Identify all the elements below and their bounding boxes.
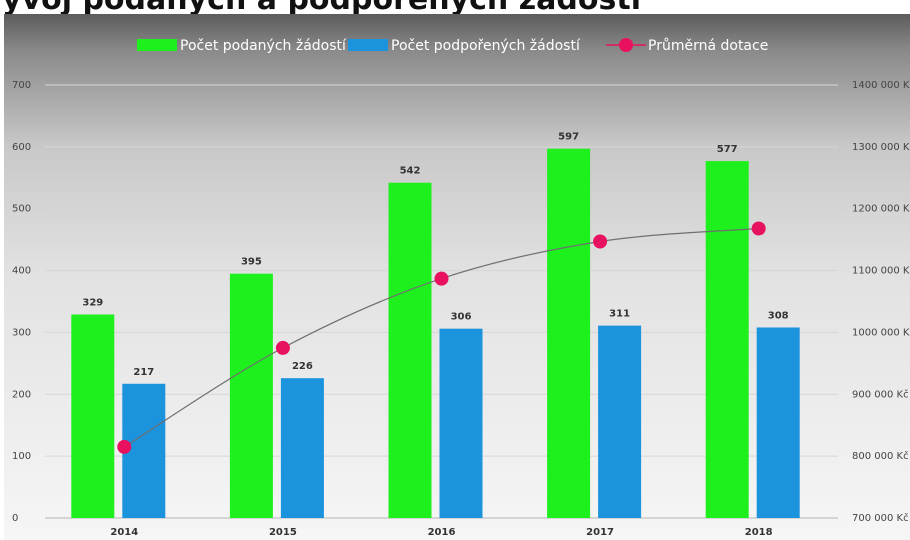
bar-podporene bbox=[440, 329, 483, 518]
y2-tick-label: 700 000 Kč bbox=[852, 512, 909, 524]
bar-podane bbox=[706, 161, 749, 518]
y2-tick-label: 1400 000 Kč bbox=[852, 79, 910, 91]
x-tick-label: 2016 bbox=[428, 527, 456, 538]
x-tick-label: 2017 bbox=[586, 527, 614, 538]
data-label: 217 bbox=[133, 367, 154, 378]
point-prumerna-dotace bbox=[117, 440, 131, 454]
y2-tick-label: 900 000 Kč bbox=[852, 388, 909, 400]
legend-swatch-podporene bbox=[348, 39, 388, 51]
y-tick-label: 200 bbox=[12, 389, 31, 400]
legend-label-prumerna-dotace: Průměrná dotace bbox=[648, 38, 768, 54]
point-prumerna-dotace bbox=[752, 222, 766, 236]
y-tick-label: 700 bbox=[12, 80, 31, 91]
bar-podane bbox=[71, 314, 114, 518]
bar-podporene bbox=[598, 326, 641, 518]
point-prumerna-dotace bbox=[435, 272, 449, 286]
y2-tick-label: 1200 000 Kč bbox=[852, 203, 910, 215]
data-label: 577 bbox=[717, 144, 738, 155]
legend-label-podane: Počet podaných žádostí bbox=[180, 38, 347, 54]
data-label: 308 bbox=[768, 310, 789, 321]
data-label: 311 bbox=[609, 309, 630, 320]
data-label: 395 bbox=[241, 257, 262, 268]
point-prumerna-dotace bbox=[276, 341, 290, 355]
data-label: 329 bbox=[82, 297, 103, 308]
data-label: 226 bbox=[292, 361, 313, 372]
y-tick-label: 400 bbox=[12, 266, 31, 277]
y2-tick-label: 800 000 Kč bbox=[852, 450, 909, 462]
y2-tick-label: 1100 000 Kč bbox=[852, 265, 910, 277]
y-tick-label: 0 bbox=[12, 513, 18, 524]
bar-podane bbox=[389, 183, 432, 518]
data-label: 597 bbox=[558, 132, 579, 143]
y-tick-label: 300 bbox=[12, 327, 31, 338]
bar-podane bbox=[547, 149, 590, 518]
legend-label-podporene: Počet podpořených žádostí bbox=[391, 38, 581, 54]
x-tick-label: 2015 bbox=[269, 527, 297, 538]
bar-podporene bbox=[757, 327, 800, 518]
y-tick-label: 500 bbox=[12, 204, 31, 215]
x-tick-label: 2018 bbox=[745, 527, 773, 538]
y-tick-label: 600 bbox=[12, 142, 31, 153]
point-prumerna-dotace bbox=[593, 234, 607, 248]
data-label: 306 bbox=[451, 312, 472, 323]
y-tick-label: 100 bbox=[12, 451, 31, 462]
y2-tick-label: 1000 000 Kč bbox=[852, 326, 910, 338]
y2-tick-label: 1300 000 Kč bbox=[852, 141, 910, 153]
bar-podane bbox=[230, 274, 273, 518]
x-tick-label: 2014 bbox=[110, 527, 138, 538]
legend-marker-prumerna-dotace bbox=[619, 38, 633, 52]
legend-swatch-podane bbox=[137, 39, 177, 51]
data-label: 542 bbox=[400, 166, 421, 177]
bar-podporene bbox=[281, 378, 324, 518]
